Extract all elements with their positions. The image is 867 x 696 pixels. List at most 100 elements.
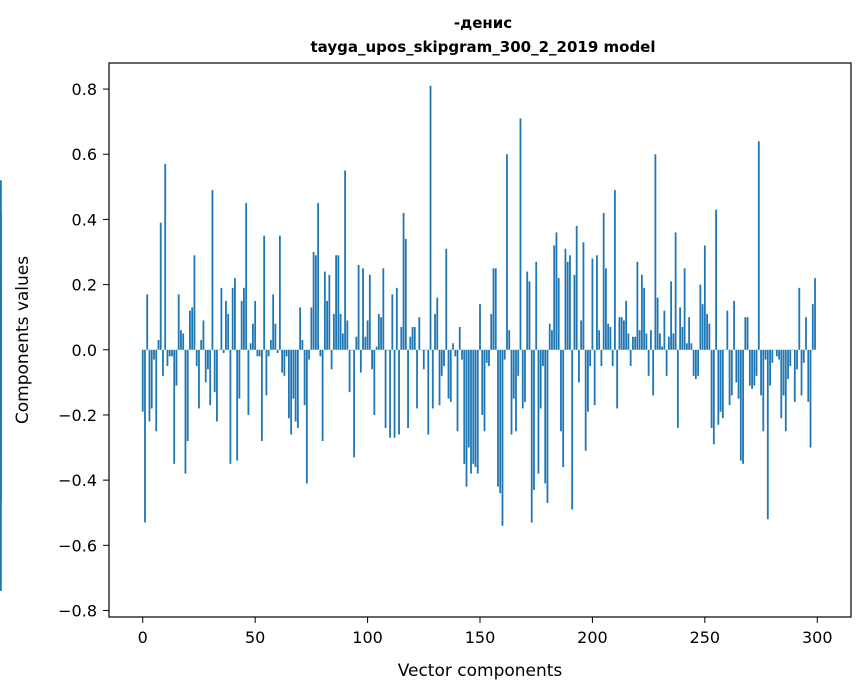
bar-40 bbox=[231, 287, 234, 350]
bar-111 bbox=[391, 294, 394, 350]
bar-298 bbox=[811, 304, 814, 350]
bar-263 bbox=[733, 300, 735, 350]
bar-248 bbox=[699, 284, 702, 350]
bar-157 bbox=[494, 268, 497, 350]
bar-101 bbox=[368, 274, 371, 350]
bar-22 bbox=[191, 307, 194, 350]
bar-94 bbox=[353, 349, 355, 458]
bar-28 bbox=[204, 349, 207, 383]
bar-35 bbox=[220, 287, 223, 350]
bars-group bbox=[0, 85, 816, 591]
bar-78 bbox=[317, 203, 320, 350]
bar-73 bbox=[305, 349, 308, 484]
bar-65 bbox=[287, 349, 290, 419]
bar-1 bbox=[144, 349, 146, 523]
bar-185 bbox=[557, 278, 560, 350]
bar-25 bbox=[198, 349, 200, 409]
bar-138 bbox=[452, 343, 454, 350]
bar-134 bbox=[443, 349, 445, 367]
bar-161 bbox=[503, 349, 506, 360]
bar-undefined bbox=[0, 349, 2, 461]
bar-222 bbox=[640, 274, 643, 350]
bar-24 bbox=[195, 349, 198, 367]
bar-84 bbox=[330, 349, 333, 370]
bar-243 bbox=[688, 317, 691, 350]
bar-236 bbox=[672, 333, 675, 350]
bar-2 bbox=[146, 294, 149, 350]
bar-274 bbox=[757, 141, 760, 350]
bar-112 bbox=[393, 349, 396, 438]
bar-85 bbox=[332, 313, 335, 350]
bar-56 bbox=[267, 349, 270, 357]
bar-198 bbox=[587, 349, 589, 412]
bar-190 bbox=[569, 255, 571, 350]
bar-88 bbox=[339, 313, 342, 350]
bar-223 bbox=[643, 287, 646, 350]
x-tick-label: 200 bbox=[577, 628, 608, 647]
bar-220 bbox=[636, 261, 639, 350]
bar-16 bbox=[177, 294, 180, 350]
x-tick-label: 250 bbox=[690, 628, 721, 647]
bar-38 bbox=[227, 313, 230, 350]
bar-89 bbox=[341, 333, 344, 350]
bar-130 bbox=[434, 313, 436, 350]
bar-55 bbox=[265, 349, 268, 396]
bar-21 bbox=[189, 310, 191, 350]
bar-177 bbox=[539, 349, 542, 409]
bar-48 bbox=[249, 343, 252, 350]
bar-264 bbox=[735, 349, 738, 383]
bar-172 bbox=[528, 281, 531, 350]
bar-260 bbox=[726, 310, 729, 350]
bar-36 bbox=[222, 349, 225, 354]
bar-154 bbox=[488, 349, 490, 367]
bar-71 bbox=[301, 340, 304, 350]
y-tick-label: 0.2 bbox=[72, 276, 97, 295]
bar-67 bbox=[292, 349, 295, 399]
bar-281 bbox=[773, 349, 776, 351]
bar-265 bbox=[737, 349, 740, 399]
bar-164 bbox=[510, 349, 513, 435]
bar-53 bbox=[261, 349, 263, 442]
x-tick-label: 100 bbox=[352, 628, 383, 647]
y-tick-label: −0.6 bbox=[58, 536, 97, 555]
bar-29 bbox=[207, 349, 209, 370]
bar-282 bbox=[775, 349, 778, 357]
bar-15 bbox=[175, 349, 178, 386]
bar-106 bbox=[380, 317, 382, 350]
bar-268 bbox=[744, 317, 747, 350]
bar-212 bbox=[618, 317, 621, 350]
bar-20 bbox=[186, 349, 189, 442]
x-axis-label: Vector components bbox=[398, 661, 563, 681]
bar-258 bbox=[721, 349, 724, 419]
bar-253 bbox=[710, 349, 713, 428]
bar-173 bbox=[530, 349, 533, 523]
bar-122 bbox=[416, 349, 418, 409]
bar-254 bbox=[712, 349, 715, 445]
bar-52 bbox=[258, 349, 261, 357]
bar-170 bbox=[524, 349, 526, 402]
bar-191 bbox=[571, 349, 574, 510]
bar-232 bbox=[663, 310, 666, 350]
bar-92 bbox=[348, 349, 351, 393]
bar-145 bbox=[467, 349, 470, 448]
bar-0 bbox=[141, 349, 144, 412]
bar-108 bbox=[384, 349, 387, 428]
bar-229 bbox=[656, 297, 659, 350]
bar-147 bbox=[472, 349, 475, 464]
bar-290 bbox=[793, 349, 796, 402]
bar-8 bbox=[159, 222, 162, 350]
bar-287 bbox=[787, 349, 789, 380]
bar-51 bbox=[256, 349, 259, 357]
bar-131 bbox=[436, 297, 439, 350]
bar-66 bbox=[290, 349, 293, 435]
bar-216 bbox=[627, 333, 630, 350]
bar-155 bbox=[490, 313, 493, 350]
bar-135 bbox=[445, 248, 448, 350]
bar-219 bbox=[634, 336, 637, 350]
bar-123 bbox=[418, 317, 421, 350]
x-axis-ticks: 0 50 100 150 200 250 300 bbox=[138, 617, 833, 647]
bar-252 bbox=[708, 323, 711, 350]
bar-244 bbox=[690, 343, 693, 350]
bar-132 bbox=[438, 349, 441, 406]
